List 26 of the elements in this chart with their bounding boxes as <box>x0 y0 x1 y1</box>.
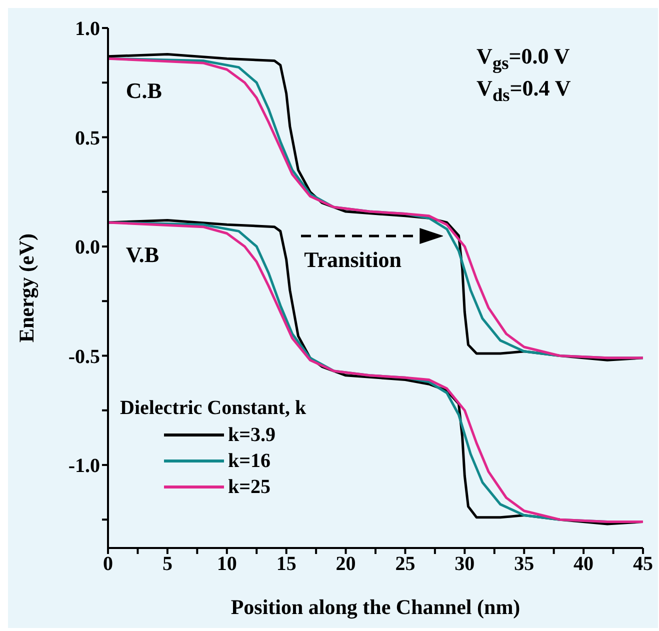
legend-label: k=25 <box>228 476 271 499</box>
x-tick-label: 20 <box>336 553 356 576</box>
y-axis-title: Energy (eV) <box>14 233 38 343</box>
x-tick-label: 0 <box>103 553 113 576</box>
annotation: V.B <box>126 242 160 268</box>
y-tick-label: 1.0 <box>75 18 100 40</box>
annotation: C.B <box>126 78 162 104</box>
legend-label: k=16 <box>228 450 271 473</box>
x-tick-label: 40 <box>574 553 594 576</box>
x-tick-label: 45 <box>633 553 653 576</box>
y-tick-label: 0.0 <box>75 236 100 259</box>
x-axis-title: Position along the Channel (nm) <box>230 595 520 619</box>
x-tick-label: 35 <box>514 553 534 576</box>
y-tick-label: -1.0 <box>68 455 100 478</box>
annotation: V$_{gs}$=0.0 V <box>476 43 570 73</box>
x-tick-label: 25 <box>395 553 416 576</box>
legend-label: k=3.9 <box>228 424 276 447</box>
annotation: V$_{ds}$=0.4 V <box>476 76 571 106</box>
x-tick-label: 10 <box>216 553 237 576</box>
x-tick-label: 15 <box>276 553 296 576</box>
x-tick-label: 30 <box>454 553 475 576</box>
y-tick-label: -0.5 <box>68 346 100 368</box>
annotation: Transition <box>304 246 402 272</box>
x-tick-label: 5 <box>162 553 172 576</box>
y-tick-label: 0.5 <box>75 127 100 150</box>
legend-title: Dielectric Constant, k <box>120 397 306 420</box>
